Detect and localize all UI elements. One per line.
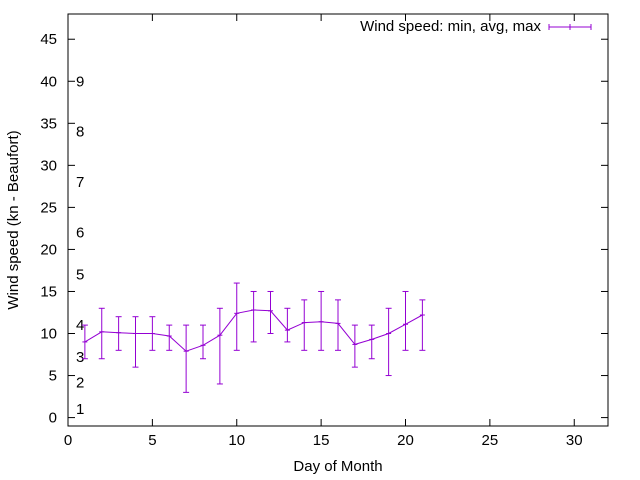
y-tick-label: 5 <box>49 368 57 385</box>
y-tick-label: 15 <box>40 283 57 300</box>
beaufort-label: 6 <box>76 225 84 242</box>
x-tick-label: 5 <box>148 432 156 449</box>
x-tick-label: 15 <box>313 432 330 449</box>
beaufort-label: 3 <box>76 349 84 366</box>
beaufort-label: 4 <box>76 317 84 334</box>
y-tick-label: 30 <box>40 157 57 174</box>
x-tick-label: 20 <box>397 432 414 449</box>
y-axis-label: Wind speed (kn - Beaufort) <box>5 130 22 309</box>
x-tick-label: 25 <box>482 432 499 449</box>
legend-sample <box>548 24 592 30</box>
series-layer <box>81 282 426 393</box>
beaufort-label: 5 <box>76 267 84 284</box>
beaufort-label: 2 <box>76 374 84 391</box>
x-tick-label: 30 <box>566 432 583 449</box>
y-tick-label: 20 <box>40 241 57 258</box>
y-tick-label: 0 <box>49 410 57 427</box>
beaufort-label: 9 <box>76 73 84 90</box>
y-tick-label: 35 <box>40 115 57 132</box>
legend-label: Wind speed: min, avg, max <box>360 18 541 35</box>
y-tick-label: 10 <box>40 326 57 343</box>
plot-border <box>67 13 609 427</box>
y-tick-label: 25 <box>40 199 57 216</box>
x-tick-label: 10 <box>228 432 245 449</box>
legend: Wind speed: min, avg, max <box>360 18 592 35</box>
x-tick-label: 0 <box>64 432 72 449</box>
beaufort-label: 8 <box>76 124 84 141</box>
y-tick-label: 40 <box>40 73 57 90</box>
beaufort-label: 7 <box>76 174 84 191</box>
beaufort-labels: 1 2 3 4 5 6 7 8 9 <box>76 73 84 418</box>
beaufort-label: 1 <box>76 401 84 418</box>
y-tick-label: 45 <box>40 31 57 48</box>
x-axis-label: Day of Month <box>293 458 382 475</box>
